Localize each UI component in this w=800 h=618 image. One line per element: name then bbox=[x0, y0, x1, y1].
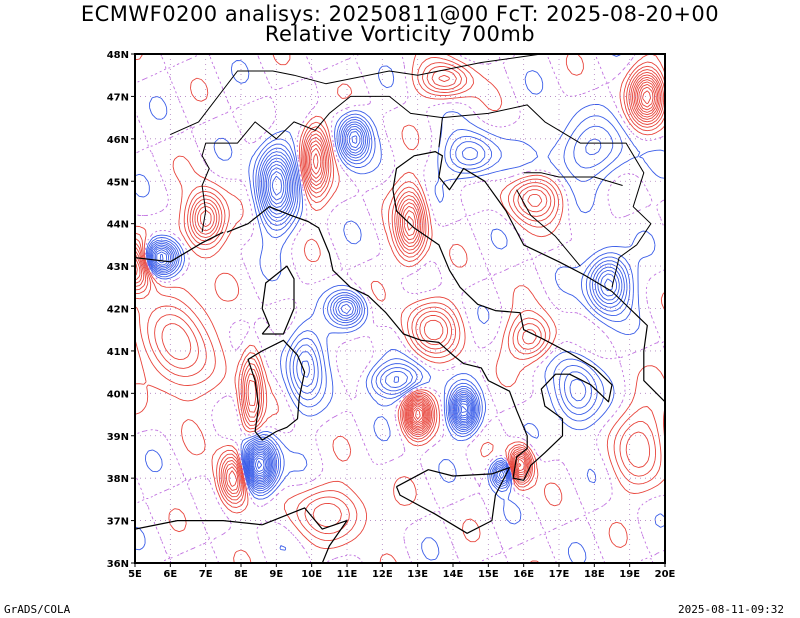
lon-tick-label: 16E bbox=[513, 569, 534, 580]
lon-tick-label: 7E bbox=[199, 569, 213, 580]
lon-tick-label: 18E bbox=[584, 569, 605, 580]
lat-tick-label: 44N bbox=[107, 220, 129, 231]
lon-tick-label: 10E bbox=[301, 569, 322, 580]
generation-timestamp: 2025-08-11-09:32 bbox=[678, 603, 784, 616]
negative-vorticity-contour bbox=[251, 175, 470, 478]
lon-tick-label: 5E bbox=[128, 569, 142, 580]
lon-tick-label: 17E bbox=[549, 569, 570, 580]
lat-lon-grid bbox=[135, 54, 665, 563]
negative-vorticity-contour bbox=[153, 128, 618, 485]
negative-vorticity-contour bbox=[253, 405, 467, 475]
positive-vorticity-contour bbox=[410, 86, 654, 468]
negative-vorticity-contour bbox=[148, 119, 628, 492]
positive-vorticity-contour bbox=[135, 69, 663, 498]
negative-vorticity-contour bbox=[154, 131, 614, 483]
national-border bbox=[523, 172, 623, 186]
coastline bbox=[135, 520, 263, 530]
positive-vorticity-contour bbox=[135, 54, 665, 563]
map-subtitle: Relative Vorticity 700mb bbox=[264, 22, 536, 46]
lat-tick-label: 41N bbox=[107, 347, 129, 358]
lon-tick-label: 8E bbox=[234, 569, 248, 580]
software-credit: GrADS/COLA bbox=[4, 603, 71, 616]
lon-tick-label: 14E bbox=[443, 569, 464, 580]
positive-vorticity-contour bbox=[135, 76, 660, 491]
negative-vorticity-contour bbox=[252, 403, 469, 477]
national-border bbox=[170, 54, 542, 136]
lon-tick-label: 6E bbox=[163, 569, 177, 580]
lat-tick-label: 37N bbox=[107, 517, 129, 528]
map-title: ECMWF0200 analisys: 20250811@00 FcT: 202… bbox=[80, 2, 720, 26]
national-border bbox=[516, 189, 581, 267]
lat-tick-label: 39N bbox=[107, 432, 129, 443]
lon-tick-label: 19E bbox=[619, 569, 640, 580]
lat-tick-label: 36N bbox=[107, 559, 129, 570]
coastline bbox=[261, 265, 295, 335]
coastline bbox=[226, 151, 665, 481]
positive-vorticity-contour bbox=[412, 407, 423, 423]
negative-vorticity-contour bbox=[156, 135, 472, 482]
latitude-axis: 48N 47N 46N 45N 44N 43N 42N 41N 40N 39N 38N 37N 36N bbox=[107, 50, 135, 570]
lat-tick-label: 40N bbox=[107, 389, 129, 400]
national-border bbox=[442, 104, 652, 288]
coastline bbox=[261, 507, 348, 563]
positive-vorticity-contour bbox=[312, 83, 656, 472]
positive-vorticity-contour bbox=[135, 56, 665, 542]
lon-tick-label: 13E bbox=[407, 569, 428, 580]
coastline bbox=[395, 467, 511, 534]
lat-tick-label: 43N bbox=[107, 262, 129, 273]
lat-tick-label: 48N bbox=[107, 50, 129, 61]
lat-tick-label: 45N bbox=[107, 177, 129, 188]
positive-vorticity-contour bbox=[415, 409, 421, 420]
national-border bbox=[201, 95, 443, 233]
lat-tick-label: 47N bbox=[107, 92, 129, 103]
negative-vorticity-contour bbox=[150, 123, 623, 488]
negative-vorticity-contour bbox=[146, 113, 634, 497]
lon-tick-label: 20E bbox=[655, 569, 676, 580]
lon-tick-label: 11E bbox=[337, 569, 358, 580]
lat-tick-label: 42N bbox=[107, 305, 129, 316]
vorticity-contours bbox=[135, 54, 665, 563]
positive-vorticity-contour bbox=[135, 66, 665, 527]
positive-vorticity-contour bbox=[411, 90, 652, 424]
lat-tick-label: 46N bbox=[107, 135, 129, 146]
coastlines-and-borders bbox=[135, 54, 665, 563]
negative-vorticity-contour bbox=[149, 121, 625, 490]
lat-tick-label: 38N bbox=[107, 474, 129, 485]
coastline bbox=[135, 231, 224, 263]
positive-vorticity-contour bbox=[135, 74, 662, 495]
longitude-axis: 5E 6E 7E 8E 9E 10E 11E 12E 13E 14E 15E 16E 17E 18E 19E… bbox=[128, 563, 676, 580]
negative-vorticity-contour bbox=[254, 457, 265, 473]
lon-tick-label: 12E bbox=[372, 569, 393, 580]
lon-tick-label: 15E bbox=[478, 569, 499, 580]
coastline bbox=[247, 339, 306, 441]
positive-vorticity-contour bbox=[135, 62, 665, 535]
negative-vorticity-contour bbox=[152, 125, 620, 486]
lon-tick-label: 9E bbox=[269, 569, 283, 580]
negative-vorticity-contour bbox=[147, 116, 631, 494]
negative-vorticity-contour bbox=[256, 460, 263, 469]
negative-vorticity-contour bbox=[159, 170, 471, 480]
